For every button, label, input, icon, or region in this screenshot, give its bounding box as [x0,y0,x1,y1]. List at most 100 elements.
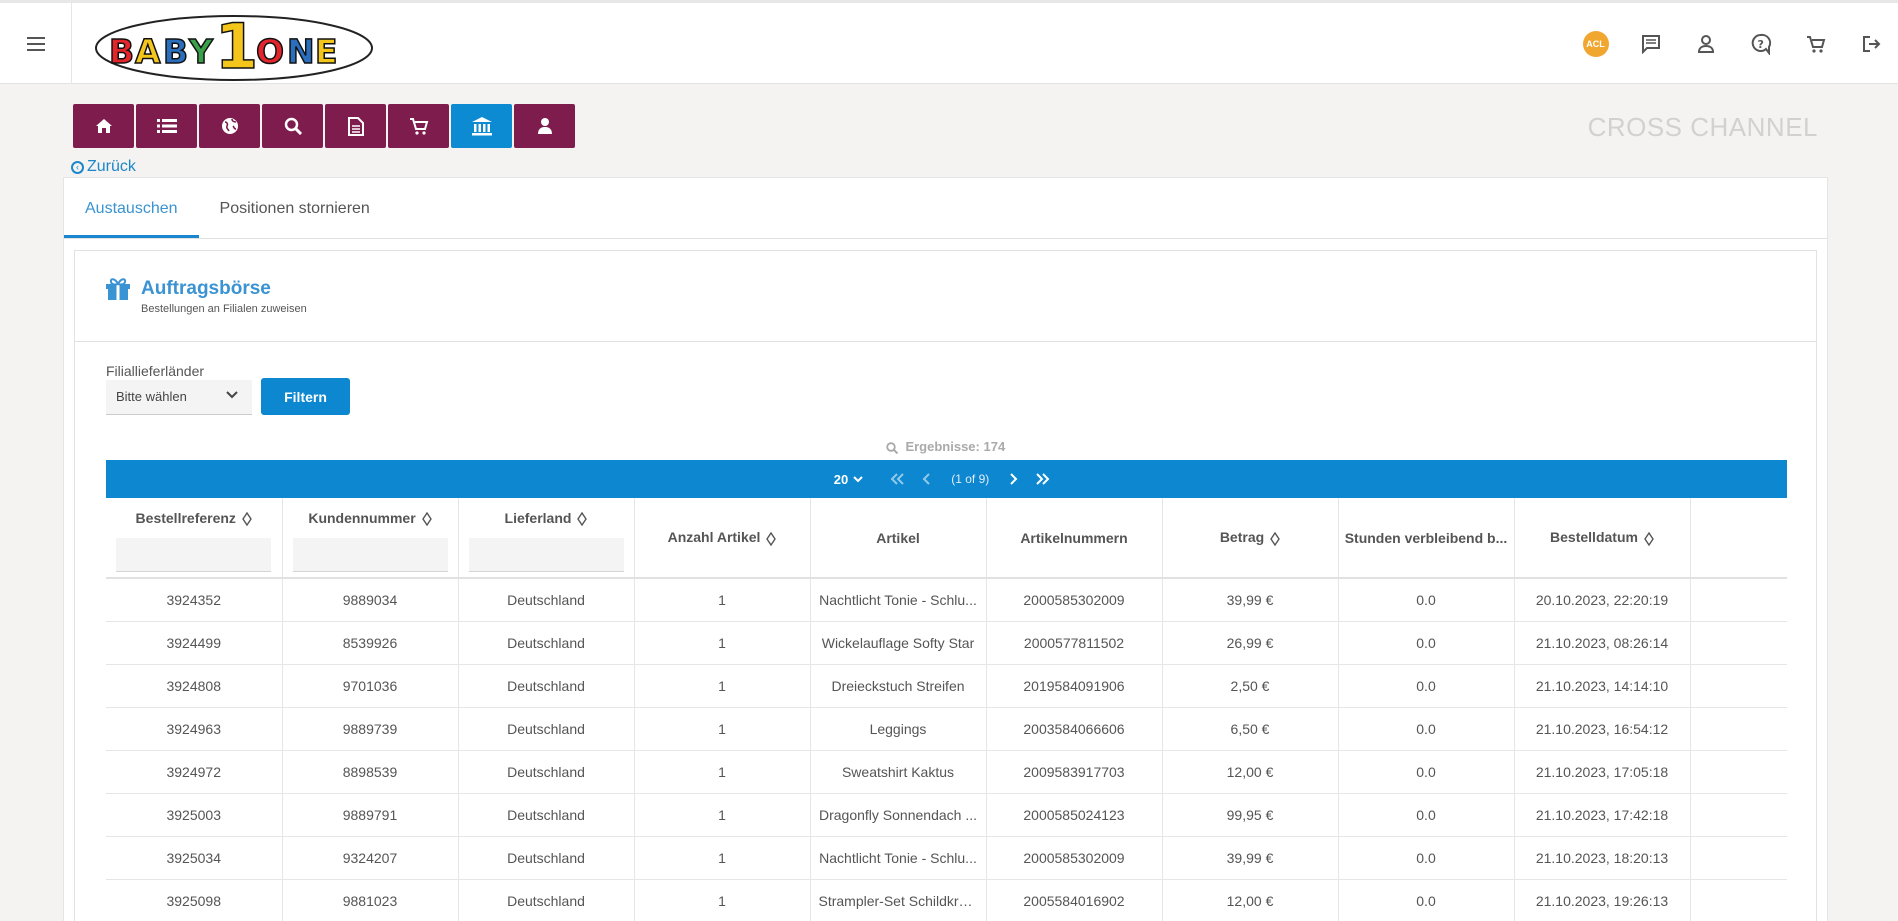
sort-icon [242,512,252,527]
cart-icon[interactable] [1788,3,1843,84]
cell-artikel: Sweatshirt Kaktus [810,750,987,794]
cell-bestellreferenz: 3924499 [106,621,283,665]
cell-artikel: Dreieckstuch Streifen [810,664,987,708]
bestellreferenz-filter-input[interactable] [116,538,272,573]
col-header-bestelldatum[interactable]: Bestelldatum [1514,498,1691,579]
table-row[interactable]: 3925098 9881023 Deutschland 1 Strampler-Set … [106,879,1787,921]
cell-artikelnummer: 2000585302009 [986,578,1163,622]
first-page-button[interactable] [890,473,904,485]
cell-artikelnummer: 2009583917703 [986,750,1163,794]
cell-betrag: 39,99 € [1162,578,1339,622]
cell-kundennummer: 9889739 [282,707,459,751]
back-link[interactable]: ‹ Zurück [71,158,136,176]
filter-button[interactable]: Filtern [261,378,350,415]
country-select-value: Bitte wählen [116,389,187,404]
table-row[interactable]: 3924963 9889739 Deutschland 1 Leggings 200358… [106,707,1787,751]
tab-austauschen[interactable]: Austauschen [64,178,199,238]
cell-stunden: 0.0 [1338,707,1515,751]
chevron-left-icon [922,473,930,485]
cell-anzahl-artikel: 1 [634,750,811,794]
rows-per-page-select[interactable]: 20 [834,472,863,487]
cell-bestelldatum: 21.10.2023, 17:42:18 [1514,793,1691,837]
cell-lieferland: Deutschland [458,707,635,751]
search-icon [886,441,898,454]
card-header: Auftragsbörse Bestellungen an Filialen z… [75,251,1816,342]
nav-list-button[interactable] [136,104,197,148]
sort-icon [1270,531,1281,546]
table-row[interactable]: 3924808 9701036 Deutschland 1 Dreieckstuch S… [106,664,1787,708]
table-row[interactable]: 3924352 9889034 Deutschland 1 Nachtlicht Ton… [106,578,1787,622]
col-header-kundennummer[interactable]: Kundennummer [282,498,459,579]
cell-artikel: Leggings [810,707,987,751]
cell-betrag: 99,95 € [1162,793,1339,837]
cell-stunden: 0.0 [1338,793,1515,837]
cell-actions [1690,664,1787,708]
cell-anzahl-artikel: 1 [634,707,811,751]
chevron-down-icon [226,391,238,399]
cell-stunden: 0.0 [1338,578,1515,622]
help-icon[interactable]: ? [1733,3,1788,84]
cell-bestellreferenz: 3924352 [106,578,283,622]
cell-lieferland: Deutschland [458,879,635,921]
cell-anzahl-artikel: 1 [634,793,811,837]
country-select[interactable]: Bitte wählen [106,380,252,415]
nav-search-button[interactable] [262,104,323,148]
lieferland-filter-input[interactable] [468,538,624,573]
nav-globe-button[interactable] [199,104,260,148]
svg-text:B: B [109,32,134,71]
cell-kundennummer: 9324207 [282,836,459,880]
table-header-row: Bestellreferenz Kundennummer Lieferland … [106,498,1787,579]
user-icon [537,118,552,134]
tab-bar: Austauschen Positionen stornieren [64,178,1827,239]
brand-label: CROSS CHANNEL [1587,112,1818,142]
col-header-bestellreferenz[interactable]: Bestellreferenz [106,498,283,579]
col-header-betrag[interactable]: Betrag [1162,498,1339,579]
table-row[interactable]: 3925034 9324207 Deutschland 1 Nachtlicht Ton… [106,836,1787,880]
cell-bestellreferenz: 3924972 [106,750,283,794]
nav-home-button[interactable] [73,104,134,148]
cell-bestelldatum: 21.10.2023, 14:14:10 [1514,664,1691,708]
cell-bestellreferenz: 3925034 [106,836,283,880]
cell-stunden: 0.0 [1338,836,1515,880]
col-header-anzahl-artikel[interactable]: Anzahl Artikel [634,498,811,579]
cell-anzahl-artikel: 1 [634,621,811,665]
table-row[interactable]: 3925003 9889791 Deutschland 1 Dragonfly Sonn… [106,793,1787,837]
prev-page-button[interactable] [922,473,930,485]
next-page-button[interactable] [1010,473,1018,485]
sort-icon [1644,531,1654,546]
main-nav [73,104,577,148]
cell-artikelnummer: 2019584091906 [986,664,1163,708]
cell-bestelldatum: 21.10.2023, 16:54:12 [1514,707,1691,751]
cell-actions [1690,707,1787,751]
nav-user-button[interactable] [514,104,575,148]
table-row[interactable]: 3924972 8898539 Deutschland 1 Sweatshirt Kak… [106,750,1787,794]
main-panel: Austauschen Positionen stornieren Auftra… [63,177,1828,921]
cart-icon [409,118,428,135]
table-row[interactable]: 3924499 8539926 Deutschland 1 Wickelauflage … [106,621,1787,665]
cell-bestellreferenz: 3925003 [106,793,283,837]
paginator: 20 (1 of 9) [106,460,1787,498]
menu-icon[interactable] [0,3,72,84]
kundennummer-filter-input[interactable] [292,538,448,573]
messages-icon[interactable] [1623,3,1678,84]
logout-icon[interactable] [1843,3,1898,84]
babyone-logo[interactable]: B A B Y 1 O N E [93,10,375,82]
filter-label: Filiallieferländer [106,363,205,379]
cell-bestellreferenz: 3924963 [106,707,283,751]
nav-bank-button[interactable] [451,104,512,148]
acl-icon[interactable]: ACL [1568,3,1623,84]
bank-icon [471,117,492,136]
cell-lieferland: Deutschland [458,836,635,880]
last-page-button[interactable] [1036,473,1050,485]
cell-anzahl-artikel: 1 [634,879,811,921]
page-info: (1 of 9) [951,472,990,486]
col-header-lieferland[interactable]: Lieferland [458,498,635,579]
nav-cart-button[interactable] [388,104,449,148]
cell-artikel: Nachtlicht Tonie - Schlu... [810,836,987,880]
nav-document-button[interactable] [325,104,386,148]
cell-bestelldatum: 21.10.2023, 08:26:14 [1514,621,1691,665]
tab-positionen-stornieren[interactable]: Positionen stornieren [219,200,370,217]
user-icon[interactable] [1678,3,1733,84]
rows-per-page-value: 20 [833,471,849,487]
col-header-artikelnummern: Artikelnummern [986,498,1163,579]
